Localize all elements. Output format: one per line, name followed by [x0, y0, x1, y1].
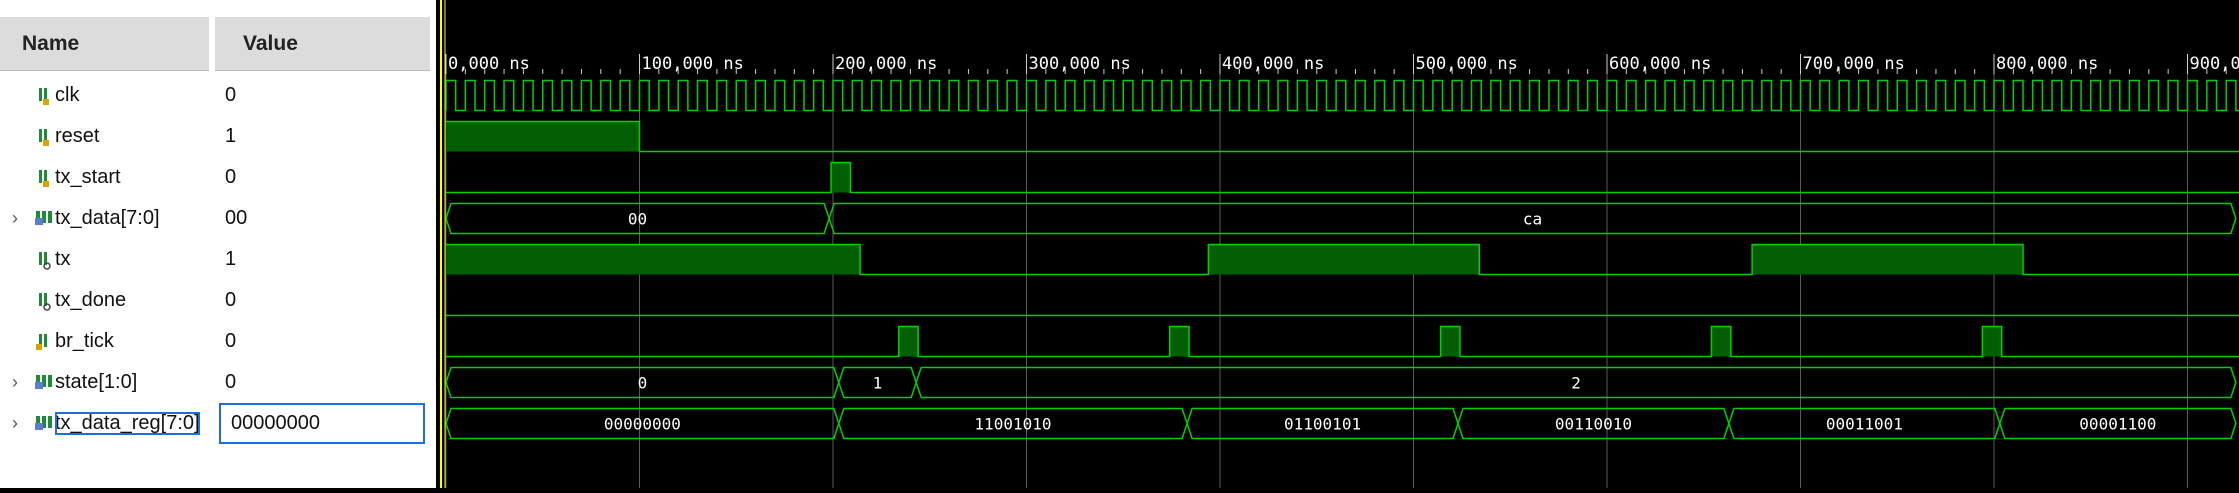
signal-value[interactable]: 00 [215, 198, 430, 239]
br-tick-high-fill [1711, 327, 1730, 357]
tx-data-value-label: ca [1523, 210, 1542, 229]
state-value-label: 0 [638, 374, 648, 393]
chevron-right-icon[interactable]: › [8, 372, 22, 393]
chevron-right-icon[interactable]: › [8, 413, 22, 434]
signal-row-tx_data_reg70[interactable]: › tx_data_reg[7:0] [0, 403, 209, 444]
waveform-viewer[interactable]: 0,000 ns 100,000 ns 200,000 ns 300,000 ns 40… [436, 0, 2239, 488]
br-tick-high-fill [899, 327, 918, 357]
signal-name: tx [55, 248, 71, 271]
signal-name: reset [55, 125, 99, 148]
signal-name: tx_start [55, 166, 121, 189]
signal-row-tx[interactable]: tx [0, 239, 209, 280]
bit-internal-icon [34, 331, 54, 353]
ruler-tick-label: 500,000 ns [1416, 54, 1518, 74]
tx-data-reg-value-label: 00000000 [604, 415, 681, 434]
state-value-label: 2 [1571, 374, 1581, 393]
signal-value[interactable]: 0 [215, 321, 430, 362]
reset-waveform [446, 122, 2239, 152]
br-tick-waveform [446, 327, 2239, 357]
signal-name: tx_data_reg[7:0] [55, 412, 200, 435]
signal-value[interactable]: 1 [215, 116, 430, 157]
ruler-tick-label: 400,000 ns [1222, 54, 1324, 74]
reset-high-fill [446, 122, 640, 152]
signal-row-reset[interactable]: reset [0, 116, 209, 157]
br-tick-high-fill [1170, 327, 1189, 357]
state-value-label: 1 [873, 374, 883, 393]
ruler-tick-label: 600,000 ns [1609, 54, 1711, 74]
signal-name: br_tick [55, 330, 114, 353]
signal-value[interactable]: 0 [215, 157, 430, 198]
bus-internal-icon [34, 413, 54, 435]
value-column-header[interactable]: Value [215, 17, 430, 71]
signal-name: tx_done [55, 289, 126, 312]
signal-name: tx_data[7:0] [55, 207, 160, 230]
bit-input-icon [34, 126, 54, 148]
tx-data-reg-value-label: 00001100 [2079, 415, 2156, 434]
ruler-tick-label: 900,0 [2190, 54, 2239, 74]
bus-internal-icon [34, 372, 54, 394]
tx-data-value-label: 00 [628, 210, 647, 229]
signal-value[interactable]: 00000000 [219, 403, 425, 444]
br-tick-high-fill [1982, 327, 2001, 357]
tx-high-fill [1752, 245, 2023, 275]
signal-row-br_tick[interactable]: br_tick [0, 321, 209, 362]
ruler-tick-label: 700,000 ns [1803, 54, 1905, 74]
waveform-canvas[interactable]: 0,000 ns 100,000 ns 200,000 ns 300,000 ns 40… [436, 0, 2239, 488]
bus-input-icon [34, 208, 54, 230]
bit-input-icon [34, 167, 54, 189]
bit-output-icon [34, 290, 54, 312]
br-tick-high-fill [1441, 327, 1460, 357]
signal-row-state10[interactable]: › state[1:0] [0, 362, 209, 403]
tx-start-high-fill [831, 163, 850, 193]
tx-data-reg-value-label: 00110010 [1555, 415, 1632, 434]
clk-waveform [446, 81, 2239, 111]
tx-high-fill [1208, 245, 1479, 275]
tx-high-fill [446, 245, 860, 275]
ruler-tick-label: 200,000 ns [835, 54, 937, 74]
bit-input-icon [34, 85, 54, 107]
ruler-tick-label: 300,000 ns [1029, 54, 1131, 74]
signal-row-clk[interactable]: clk [0, 75, 209, 116]
tx-data-reg-value-label: 00011001 [1826, 415, 1903, 434]
signal-value[interactable]: 1 [215, 239, 430, 280]
signal-row-tx_start[interactable]: tx_start [0, 157, 209, 198]
signal-value[interactable]: 0 [215, 280, 430, 321]
signal-name: clk [55, 84, 79, 107]
signal-name: state[1:0] [55, 371, 137, 394]
ruler-tick-label: 0,000 ns [448, 54, 530, 74]
signal-value[interactable]: 0 [215, 362, 430, 403]
tx-data-reg-value-label: 01100101 [1284, 415, 1361, 434]
bit-output-icon [34, 249, 54, 271]
signal-row-tx_done[interactable]: tx_done [0, 280, 209, 321]
signal-name-panel: Name clk reset tx_start › tx_data[7:0]tx tx_d… [0, 0, 209, 488]
signal-row-tx_data70[interactable]: › tx_data[7:0] [0, 198, 209, 239]
ruler-tick-label: 100,000 ns [642, 54, 744, 74]
tx-start-waveform [446, 163, 2239, 193]
name-column-header[interactable]: Name [0, 17, 209, 71]
chevron-right-icon[interactable]: › [8, 208, 22, 229]
tx-data-reg-value-label: 11001010 [974, 415, 1051, 434]
signal-value[interactable]: 0 [215, 75, 430, 116]
ruler-tick-label: 800,000 ns [1996, 54, 2098, 74]
